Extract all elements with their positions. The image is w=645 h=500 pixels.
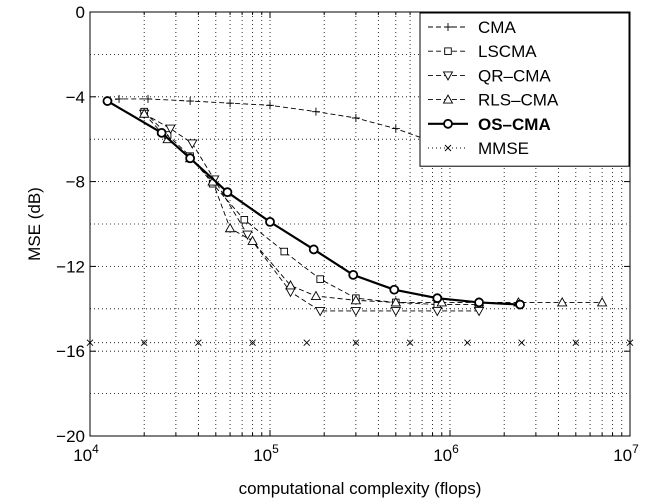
- y-tick-label: −20: [56, 427, 85, 446]
- data-point: [140, 339, 148, 347]
- legend: CMA LSCMA QR–CMA RLS–CMA OS–CMA MMSE: [419, 12, 630, 167]
- series-line: [143, 111, 480, 306]
- data-point: [138, 108, 150, 118]
- data-point: [102, 96, 113, 106]
- data-point: [444, 23, 452, 31]
- data-point: [314, 306, 326, 317]
- y-tick-label: −4: [66, 88, 85, 107]
- series-mmse: [86, 339, 634, 347]
- data-point: [185, 153, 196, 164]
- data-point: [303, 339, 311, 347]
- legend-label: CMA: [478, 18, 516, 37]
- y-tick-label: −8: [66, 173, 85, 192]
- data-point: [247, 235, 258, 245]
- data-point: [265, 216, 275, 227]
- data-point: [464, 339, 471, 347]
- x-tick-label: 104: [73, 442, 99, 465]
- legend-label: LSCMA: [478, 42, 537, 61]
- data-point: [226, 99, 235, 108]
- data-point: [348, 269, 359, 280]
- plot-frame: [89, 11, 631, 437]
- data-point: [156, 127, 167, 138]
- data-point: [391, 124, 400, 133]
- x-axis-label: computational complexity (flops): [239, 479, 482, 498]
- data-point: [242, 230, 253, 241]
- data-point: [266, 101, 274, 110]
- legend-box: [419, 12, 630, 167]
- y-axis-label: MSE (dB): [25, 187, 44, 261]
- data-point: [515, 299, 525, 310]
- data-point: [280, 247, 289, 256]
- data-point: [596, 297, 608, 307]
- data-point: [444, 47, 452, 55]
- legend-label: QR–CMA: [478, 66, 551, 85]
- data-point: [474, 297, 484, 308]
- data-point: [249, 339, 256, 347]
- y-tick-label: −16: [56, 342, 85, 361]
- data-point: [432, 293, 443, 304]
- legend-label: OS–CMA: [478, 115, 551, 134]
- series-line: [107, 98, 438, 144]
- y-tick-label: −12: [56, 257, 85, 276]
- data-point: [444, 144, 452, 152]
- data-point: [285, 287, 296, 298]
- data-point: [352, 339, 360, 347]
- series-layer: [86, 94, 634, 347]
- data-point: [310, 290, 322, 301]
- data-point: [406, 339, 414, 347]
- data-point: [442, 94, 454, 104]
- data-point: [316, 275, 324, 283]
- data-point: [187, 139, 198, 149]
- legend-label: MMSE: [478, 139, 529, 158]
- data-point: [222, 187, 233, 198]
- data-point: [350, 306, 362, 317]
- data-point: [308, 244, 319, 255]
- data-point: [556, 297, 568, 307]
- y-tick-label: 0: [76, 3, 85, 22]
- data-point: [186, 97, 195, 106]
- x-tick-label: 106: [433, 442, 459, 465]
- data-point: [195, 339, 202, 347]
- data-point: [443, 118, 453, 129]
- data-point: [473, 306, 485, 317]
- data-point: [390, 297, 402, 307]
- data-point: [350, 294, 362, 305]
- grid-layer: [90, 12, 630, 436]
- data-point: [143, 94, 152, 103]
- x-tick-label: 105: [253, 442, 279, 465]
- data-point: [390, 306, 402, 317]
- data-point: [442, 71, 454, 81]
- data-point: [432, 306, 443, 317]
- data-point: [518, 339, 525, 347]
- data-point: [572, 339, 580, 347]
- data-point: [240, 216, 249, 224]
- data-point: [115, 94, 124, 103]
- data-point: [165, 124, 176, 135]
- x-tick-label: 107: [613, 442, 639, 465]
- legend-label: RLS–CMA: [478, 91, 559, 110]
- data-point: [389, 284, 400, 295]
- series-qr-cma: [138, 109, 485, 317]
- data-point: [224, 222, 236, 233]
- data-point: [311, 107, 320, 116]
- data-point: [285, 280, 296, 290]
- data-point: [351, 114, 360, 122]
- series-os-cma: [102, 96, 525, 310]
